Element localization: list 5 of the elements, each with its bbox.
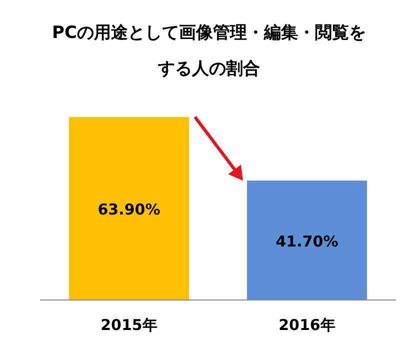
x-tick-label: 2015年 — [100, 316, 158, 334]
data-label: 41.70% — [276, 232, 338, 250]
chart-title: PCの用途として画像管理・編集・閲覧をする人の割合 — [52, 23, 366, 79]
data-label: 63.90% — [98, 200, 160, 218]
x-tick-label: 2016年 — [278, 316, 336, 334]
